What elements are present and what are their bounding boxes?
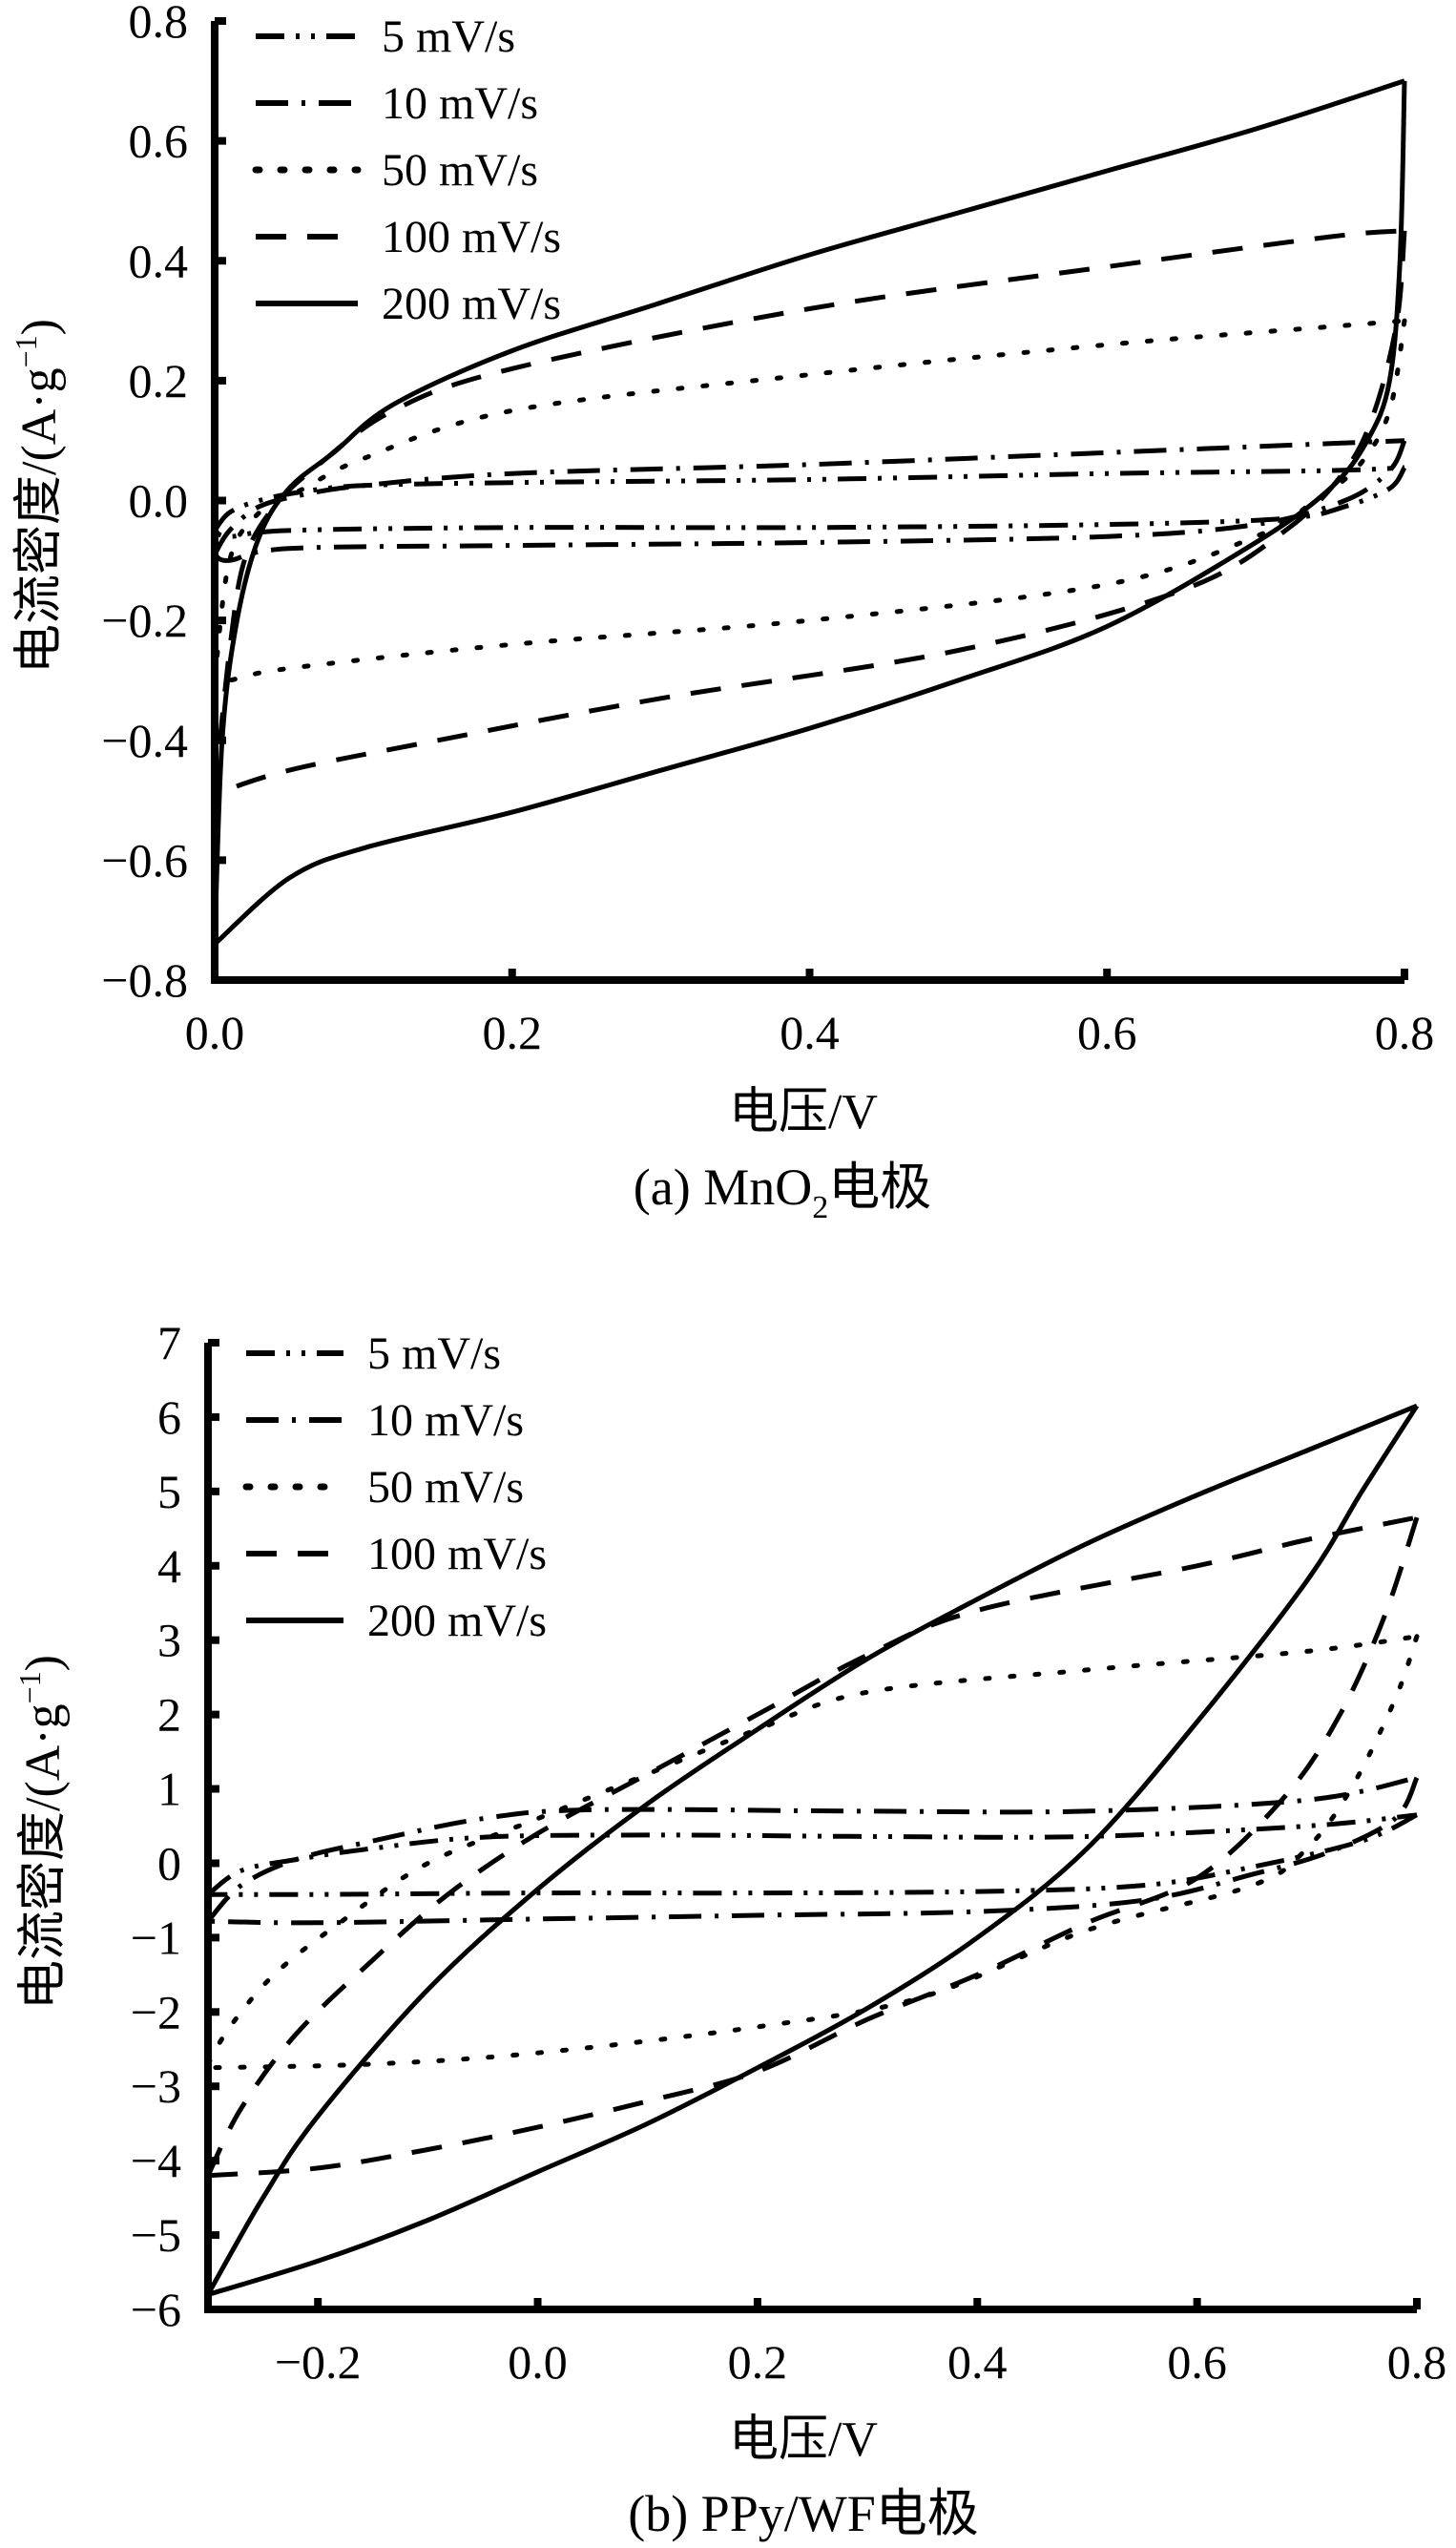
panel-a-series-10-mv-s (212, 438, 1407, 563)
panel-b-series-100-mv-s (205, 1514, 1420, 2179)
panel-a-y-tick-label: −0.8 (101, 953, 188, 1007)
panel-b-y-tick-label: 4 (157, 1539, 181, 1593)
panel-a-y-axis-title: 电流密度/(A·g−1) (9, 319, 67, 674)
panel-b-y-tick-label: 1 (157, 1763, 181, 1816)
panel-a-legend: 5 mV/s 10 mV/s 50 mV/s 100 mV/s 200 mV/s (252, 11, 561, 329)
panel-b-legend-label-50-mv-s: 50 mV/s (367, 1462, 524, 1513)
panel-a-y-tick-label: −0.2 (101, 594, 188, 647)
panel-a-y-tick-label: 0.2 (129, 354, 189, 407)
panel-b-y-tick-label: −1 (131, 1911, 181, 1964)
panel-b-ppy-wf: −0.2 0.0 0.2 0.4 0.6 0.876543210−1−2−3−4−5−6 … (12, 1316, 1446, 2542)
panel-b-y-tick-label: 6 (157, 1390, 181, 1444)
panel-b-y-tick-label: 0 (157, 1836, 181, 1890)
panel-b-legend-label-10-mv-s: 10 mV/s (367, 1395, 524, 1446)
panel-b-x-tick-label: 0.8 (1387, 2335, 1447, 2389)
panel-b-legend: 5 mV/s 10 mV/s 50 mV/s 100 mV/s 200 mV/s (242, 1328, 547, 1646)
panel-b-x-tick-label: 0.6 (1167, 2335, 1227, 2389)
panel-a-legend-label-200-mv-s: 200 mV/s (382, 279, 561, 329)
panel-b-y-axis-title: 电流密度/(A·g−1) (12, 1655, 71, 2010)
panel-a-caption-prefix: (a) MnO (634, 1159, 812, 1216)
panel-b-x-tick-label: 0.0 (508, 2335, 568, 2389)
panel-b-y-tick-label: −3 (131, 2059, 181, 2113)
panel-a-y-tick-label: −0.4 (101, 714, 188, 767)
panel-a-curve-10-mv-s-anodic (212, 438, 1405, 556)
panel-b-curve-100-mv-s-cathodic (207, 1516, 1420, 2179)
panel-a-legend-label-5-mv-s: 5 mV/s (382, 11, 515, 62)
panel-b-x-tick-label: 0.2 (728, 2335, 788, 2389)
panel-a-curve-10-mv-s-cathodic (213, 439, 1407, 563)
panel-a-y-axis-title-close: ) (12, 319, 67, 335)
panel-b-series-5-mv-s (206, 1812, 1419, 1897)
panel-b-series-50-mv-s (205, 1634, 1420, 2071)
panel-b-axes: −0.2 0.0 0.2 0.4 0.6 0.8 7 6 5 4 3 2 1 0 −1 −2 −3 −4 −5 −6 (131, 1316, 1446, 2389)
panel-b-curve-200-mv-s-cathodic (207, 1404, 1420, 2297)
panel-b-y-axis-title-sup: −1 (12, 1671, 47, 1703)
panel-a-caption-subscript: 2 (812, 1190, 828, 1225)
panel-a-plot-area (212, 78, 1407, 947)
panel-a-curve-50-mv-s-anodic (212, 318, 1407, 683)
panel-b-y-tick-label: −6 (131, 2283, 181, 2336)
panel-a-curve-100-mv-s-anodic (212, 228, 1405, 795)
panel-b-curve-100-mv-s-anodic (205, 1514, 1418, 2177)
panel-b-legend-label-5-mv-s: 5 mV/s (367, 1328, 501, 1379)
panel-a-y-tick-label: 0.0 (129, 474, 189, 528)
panel-a-legend-label-100-mv-s: 100 mV/s (382, 212, 561, 262)
panel-b-curve-50-mv-s-anodic (205, 1634, 1420, 2067)
panel-a-curve-100-mv-s-cathodic (214, 230, 1407, 797)
panel-a-curve-5-mv-s-cathodic (213, 466, 1407, 539)
panel-a-y-axis-title-sup: −1 (9, 335, 43, 367)
panel-a-curve-50-mv-s-cathodic (212, 318, 1407, 684)
panel-a-x-tick-label: 0.8 (1375, 1006, 1435, 1059)
panel-a-y-tick-label: 0.4 (129, 234, 189, 287)
panel-b-x-axis-title: 电压/V (729, 2412, 878, 2467)
panel-b-caption: (b) PPy/WF电极 (628, 2485, 979, 2542)
panel-a-curve-200-mv-s-anodic (212, 78, 1405, 945)
panel-b-y-tick-label: −5 (131, 2208, 181, 2262)
panel-a-series-200-mv-s (212, 78, 1407, 947)
panel-b-curve-50-mv-s-cathodic (205, 1634, 1420, 2071)
panel-b-plot-area (205, 1403, 1420, 2297)
panel-a-mno2: 0.0 0.2 0.4 0.6 0.8 0.8 0.6 0.4 0.2 0.0 −0.2 −0.4 −0… (9, 0, 1434, 1225)
panel-a-curve-200-mv-s-cathodic (213, 80, 1407, 947)
panel-b-curve-5-mv-s-cathodic (207, 1812, 1419, 1897)
panel-a-series-100-mv-s (212, 228, 1407, 797)
panel-a-series-5-mv-s (212, 465, 1407, 539)
panel-b-caption-suffix: 电极 (876, 2485, 979, 2542)
panel-b-y-tick-label: −2 (131, 1985, 181, 2038)
panel-b-curve-200-mv-s-anodic (205, 1403, 1418, 2296)
panel-b-y-tick-label: −4 (131, 2134, 181, 2187)
panel-a-axes: 0.0 0.2 0.4 0.6 0.8 0.8 0.6 0.4 0.2 0.0 −0.2 −0.4 −0… (101, 0, 1434, 1059)
panel-a-y-axis-title-main: 电流密度/(A·g (12, 367, 67, 674)
panel-a-x-tick-label: 0.0 (185, 1006, 245, 1059)
panel-a-legend-label-50-mv-s: 50 mV/s (382, 145, 538, 196)
panel-a-x-tick-label: 0.2 (483, 1006, 543, 1059)
panel-b-curve-5-mv-s-anodic (206, 1812, 1418, 1897)
panel-b-legend-label-200-mv-s: 200 mV/s (367, 1596, 547, 1646)
panel-a-y-tick-label: −0.6 (101, 833, 188, 887)
panel-b-legend-label-100-mv-s: 100 mV/s (367, 1529, 547, 1579)
panel-a-x-tick-label: 0.4 (780, 1006, 840, 1059)
panel-b-y-axis-title-main: 电流密度/(A·g (16, 1703, 71, 2010)
panel-a-legend-label-10-mv-s: 10 mV/s (382, 78, 538, 129)
panel-b-y-tick-label: 7 (157, 1316, 181, 1369)
panel-a-caption: (a) MnO2电极 (634, 1159, 931, 1225)
panel-b-y-tick-label: 3 (157, 1614, 181, 1667)
panel-a-caption-suffix: 电极 (828, 1159, 931, 1216)
panel-b-y-tick-label: 2 (157, 1688, 181, 1742)
panel-a-x-axis-title: 电压/V (729, 1085, 878, 1139)
panel-a-curve-5-mv-s-anodic (212, 465, 1405, 533)
panel-a-x-tick-label: 0.6 (1077, 1006, 1137, 1059)
panel-a-y-tick-label: 0.6 (129, 115, 189, 168)
panel-b-y-axis-title-close: ) (16, 1655, 71, 1671)
panel-b-y-tick-label: 5 (157, 1465, 181, 1518)
panel-a-series-50-mv-s (212, 318, 1407, 684)
panel-a-y-tick-label: 0.8 (129, 0, 189, 48)
panel-b-x-tick-label: 0.4 (947, 2335, 1008, 2389)
panel-b-x-tick-label: −0.2 (275, 2335, 362, 2389)
panel-b-caption-prefix: (b) PPy/WF (628, 2485, 876, 2542)
panel-b-series-200-mv-s (205, 1403, 1420, 2297)
